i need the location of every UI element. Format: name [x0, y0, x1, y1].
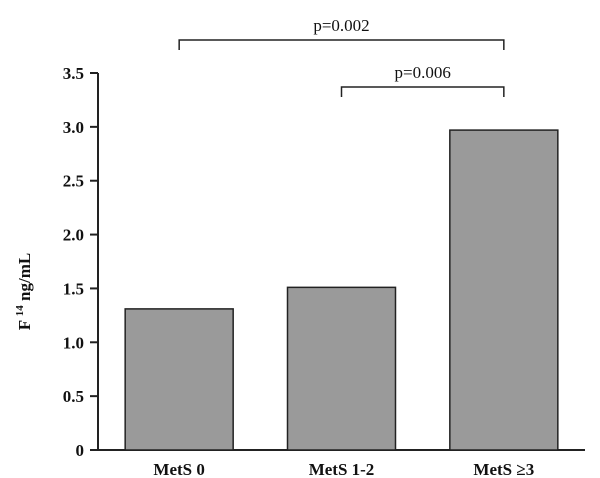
x-tick-label: MetS ≥3 — [473, 460, 534, 478]
y-tick-label: 0.5 — [63, 387, 84, 406]
bar — [124, 308, 234, 451]
x-tick-labels: MetS 0 MetS 1-2 MetS ≥3 — [153, 460, 534, 478]
y-tick-label: 1.5 — [63, 279, 84, 298]
y-tick-label: 3.0 — [63, 118, 84, 137]
significance-brackets: p=0.002 p=0.006 — [178, 16, 505, 97]
p-value-label: p=0.002 — [313, 16, 369, 35]
y-tick-label: 2.0 — [63, 226, 84, 245]
p-value-label: p=0.006 — [394, 63, 450, 82]
y-axis-title-unit: ng/mL — [15, 253, 34, 305]
x-tick-label: MetS 1-2 — [309, 460, 375, 478]
significance-bracket — [340, 86, 505, 97]
bar — [286, 286, 397, 451]
bar — [449, 129, 559, 451]
x-tick-label: MetS 0 — [153, 460, 204, 478]
y-axis-title-superscript: 14 — [14, 305, 26, 317]
y-tick-label: 1.0 — [63, 333, 84, 352]
y-tick-label: 3.5 — [63, 64, 84, 83]
y-tick-label: 0 — [76, 441, 85, 460]
y-tick-label: 2.5 — [63, 172, 84, 191]
y-ticks: 0 0.5 1.0 1.5 2.0 2.5 3.0 3.5 — [63, 64, 98, 460]
significance-bracket — [178, 39, 505, 50]
bars — [124, 129, 559, 451]
y-axis-title-main: F — [15, 316, 34, 330]
y-axis-title: F 14 ng/mL — [14, 253, 34, 330]
